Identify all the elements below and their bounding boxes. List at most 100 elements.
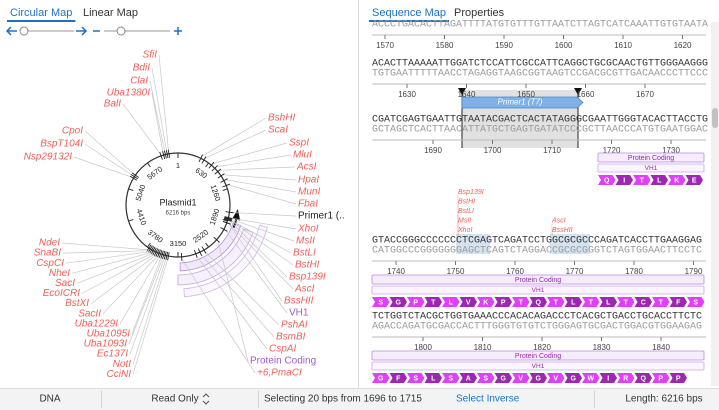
enzyme-label[interactable]: XhoI — [297, 224, 319, 235]
enzyme-label[interactable]: NotI — [113, 359, 132, 370]
enzyme-label[interactable]: Uba1380I — [107, 88, 151, 99]
enzyme-label[interactable]: Uba1229I — [75, 318, 119, 329]
enzyme-label[interactable]: BshHI — [268, 113, 295, 124]
enzyme-label[interactable]: BdiI — [133, 63, 150, 74]
mode-toggle-icon[interactable] — [202, 393, 210, 405]
feature-box[interactable] — [371, 361, 705, 371]
tab[interactable]: Sequence Map — [372, 7, 446, 19]
enzyme-label[interactable]: CspCI — [36, 258, 64, 269]
edit-mode[interactable]: Read Only — [151, 394, 198, 405]
feature-box[interactable] — [371, 285, 705, 295]
enzyme-label[interactable]: NdeI — [39, 238, 60, 249]
label-leader — [212, 142, 288, 164]
enzyme-label[interactable]: BalI — [104, 99, 121, 110]
enzyme-label[interactable]: CpoI — [62, 126, 83, 137]
cut-site-mark — [193, 249, 198, 258]
amino-acid-letter: C — [641, 299, 646, 306]
enzyme-label[interactable]: BsmBI — [276, 332, 306, 343]
cut-site-mark — [224, 217, 232, 221]
enzyme-label[interactable]: SspI — [289, 138, 309, 149]
enzyme-label[interactable]: Bsp139I — [289, 272, 326, 283]
cut-site-label[interactable]: BstLI — [458, 208, 474, 215]
amino-acid — [459, 373, 477, 383]
cut-site-mark — [165, 150, 169, 159]
enzyme-label[interactable]: SacII — [78, 308, 101, 319]
rotation-slider-knob[interactable] — [19, 26, 29, 36]
cut-site-mark — [180, 252, 183, 261]
scrollbar-thumb[interactable] — [712, 108, 718, 128]
enzyme-label[interactable]: HpaI — [298, 175, 319, 186]
enzyme-label[interactable]: Uba1093I — [84, 339, 128, 350]
cut-site-label[interactable]: Bsp139I — [458, 189, 484, 196]
amino-acid — [512, 297, 530, 307]
feature-label[interactable]: Primer1 (.. — [298, 211, 345, 222]
sequence-tick-label: 1690 — [424, 146, 442, 155]
cut-site-label[interactable]: BssHII — [552, 227, 573, 234]
sequence-tick-label: 1790 — [685, 267, 703, 276]
zoom-slider-knob[interactable] — [116, 26, 126, 36]
rotate-right-icon[interactable] — [76, 26, 88, 36]
enzyme-label[interactable]: AcsI — [296, 162, 317, 173]
cut-site-label[interactable]: MsII — [458, 217, 471, 224]
enzyme-label[interactable]: Uba1095I — [87, 329, 131, 340]
cut-site-label[interactable]: XhoI — [457, 227, 472, 234]
amino-acid — [652, 297, 670, 307]
amino-acid — [424, 297, 442, 307]
feature-label[interactable]: Protein Coding — [250, 356, 316, 367]
enzyme-label[interactable]: SfiI — [143, 50, 158, 61]
enzyme-label[interactable]: ScaI — [268, 125, 288, 136]
label-leader — [201, 117, 267, 157]
label-leader — [149, 80, 166, 153]
enzyme-label[interactable]: FbaI — [298, 199, 318, 210]
amino-acid-letter: G — [396, 299, 402, 306]
select-inverse[interactable]: Select Inverse — [456, 394, 520, 405]
cut-site-label[interactable]: BstHI — [458, 198, 475, 205]
enzyme-label[interactable]: PshAI — [281, 320, 308, 331]
enzyme-label[interactable]: BssHII — [284, 296, 314, 307]
amino-acid-letter: P — [413, 299, 418, 306]
enzyme-label[interactable]: EcoICRI — [43, 288, 80, 299]
amino-acid-letter: T — [554, 299, 559, 306]
sequence-tick-label: 1780 — [625, 267, 643, 276]
tab[interactable]: Circular Map — [10, 7, 72, 19]
enzyme-label[interactable]: ClaI — [130, 76, 148, 87]
enzyme-label[interactable]: Nsp29132I — [24, 152, 73, 163]
tab[interactable]: Properties — [454, 7, 505, 19]
primer-label: Primer1 (T7) — [498, 98, 543, 107]
enzyme-label[interactable]: NheI — [49, 268, 70, 279]
enzyme-label[interactable]: SnaBI — [34, 248, 61, 259]
amino-acid-letter: K — [674, 177, 679, 184]
enzyme-label[interactable]: Ec137I — [97, 349, 128, 360]
enzyme-label[interactable]: CciNI — [107, 369, 132, 380]
primer-annotation[interactable] — [461, 96, 584, 109]
feature-label[interactable]: VH1 — [289, 308, 309, 319]
zoom-in-icon[interactable] — [174, 27, 182, 35]
map-tick — [128, 219, 134, 222]
feature-box[interactable] — [371, 350, 705, 361]
amino-acid-letter: I — [623, 177, 625, 184]
tab[interactable]: Linear Map — [83, 7, 138, 19]
enzyme-label[interactable]: MluI — [293, 150, 312, 161]
cut-site-highlight — [550, 234, 590, 254]
selection-handle[interactable] — [458, 88, 466, 95]
cut-site-label[interactable]: AscI — [551, 217, 566, 224]
label-leader — [132, 257, 169, 375]
feature-box[interactable] — [371, 274, 705, 285]
enzyme-label[interactable]: CspAI — [269, 344, 296, 355]
enzyme-label[interactable]: SacI — [55, 278, 75, 289]
feature-box[interactable] — [597, 152, 705, 163]
feature-box[interactable] — [597, 163, 705, 173]
enzyme-label[interactable]: +6,PmaCI — [257, 368, 302, 379]
enzyme-label[interactable]: MsII — [296, 236, 315, 247]
enzyme-label[interactable]: BstXI — [65, 298, 89, 309]
enzyme-label[interactable]: BstHI — [295, 260, 320, 271]
enzyme-label[interactable]: AscI — [294, 284, 315, 295]
amino-acid-letter: V — [553, 375, 558, 382]
rotate-left-icon[interactable] — [5, 26, 17, 36]
enzyme-label[interactable]: BstLI — [293, 248, 316, 259]
label-leader — [231, 212, 297, 217]
enzyme-label[interactable]: MunI — [298, 187, 320, 198]
enzyme-label[interactable]: BspT104I — [40, 139, 83, 150]
label-leader — [119, 255, 161, 324]
selection-handle[interactable] — [574, 88, 582, 95]
